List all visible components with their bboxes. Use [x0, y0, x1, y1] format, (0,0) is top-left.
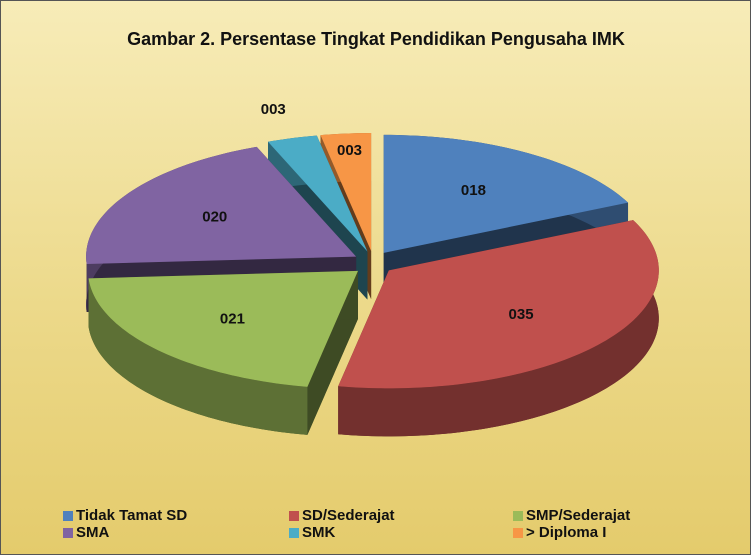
legend-swatch: [63, 511, 73, 521]
legend-label: SMK: [302, 524, 336, 541]
slice: [88, 270, 358, 387]
data-label: 035: [509, 306, 534, 323]
slice: [268, 135, 368, 252]
data-label: 003: [261, 101, 286, 118]
slice-wall: [88, 278, 308, 435]
legend-label: SMA: [76, 524, 110, 541]
slice: [338, 220, 659, 389]
legend-label: SD/Sederajat: [302, 507, 395, 524]
legend-swatch: [289, 511, 299, 521]
legend-swatch: [513, 511, 523, 521]
chart-title: Gambar 2. Persentase Tingkat Pendidikan …: [127, 29, 625, 49]
legend-label: > Diploma I: [526, 524, 606, 541]
slice-wall: [338, 220, 659, 437]
slice: [86, 146, 357, 264]
data-label: 021: [220, 310, 245, 327]
legend-label: SMP/Sederajat: [526, 507, 630, 524]
data-label: 018: [461, 182, 486, 199]
slice: [383, 134, 629, 253]
slice: [320, 133, 372, 252]
legend-label: Tidak Tamat SD: [76, 507, 187, 524]
legend-swatch: [513, 528, 523, 538]
data-label: 003: [337, 142, 362, 159]
data-label: 020: [202, 208, 227, 225]
legend-swatch: [289, 528, 299, 538]
legend-swatch: [63, 528, 73, 538]
